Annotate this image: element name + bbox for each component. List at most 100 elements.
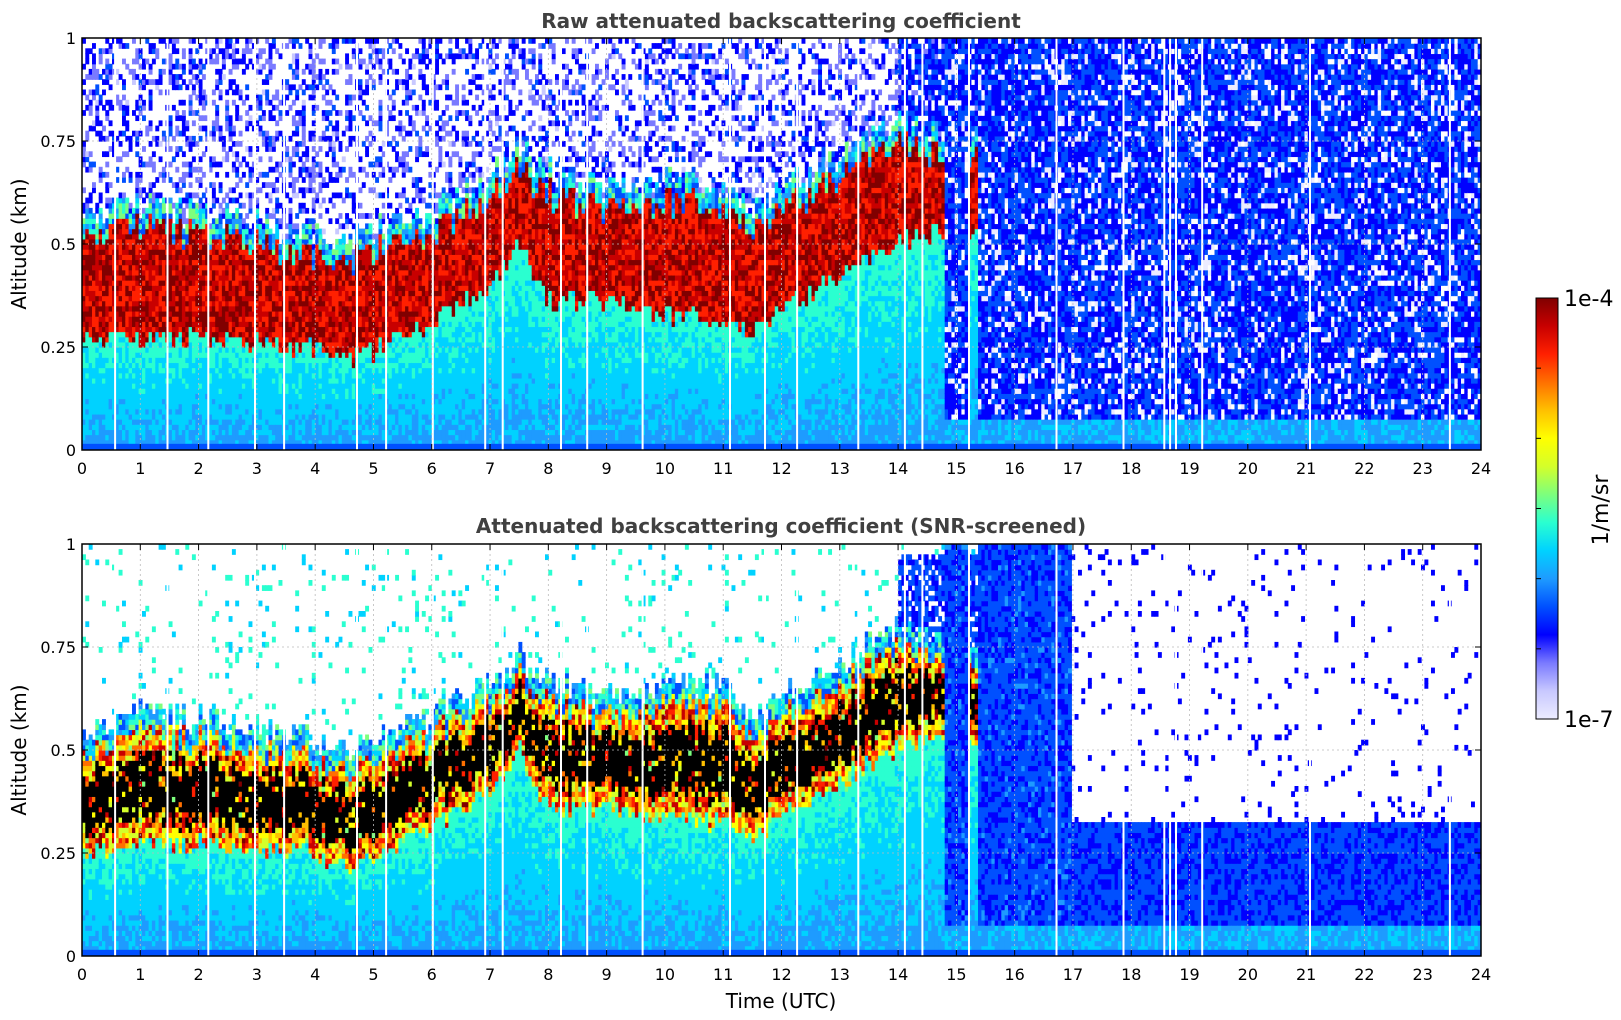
heatmap-cell <box>365 403 370 410</box>
heatmap-cell <box>188 269 193 276</box>
heatmap-cell <box>211 295 216 302</box>
heatmap-cell <box>248 233 253 240</box>
heatmap-cell <box>191 233 196 240</box>
heatmap-cell <box>251 223 256 230</box>
heatmap-cell <box>142 84 146 91</box>
heatmap-cell <box>201 259 206 266</box>
heatmap-cell <box>308 280 313 286</box>
heatmap-cell <box>318 290 323 297</box>
heatmap-cell <box>191 141 196 147</box>
heatmap-cell <box>191 377 196 384</box>
heatmap-cell <box>245 290 250 297</box>
heatmap-cell <box>328 429 333 436</box>
heatmap-cell <box>205 146 210 152</box>
heatmap-cell <box>125 238 130 245</box>
heatmap-cell <box>358 372 363 379</box>
heatmap-cell <box>245 110 250 116</box>
heatmap-cell <box>218 419 223 425</box>
heatmap-cell <box>178 115 183 122</box>
heatmap-cell <box>331 403 336 410</box>
heatmap-cell <box>365 326 370 333</box>
heatmap-cell <box>241 372 246 379</box>
heatmap-cell <box>301 166 306 173</box>
heatmap-cell <box>288 104 293 111</box>
heatmap-cell <box>311 84 316 91</box>
heatmap-cell <box>151 228 156 235</box>
heatmap-cell <box>315 280 320 286</box>
heatmap-cell <box>358 300 363 307</box>
heatmap-cell <box>245 213 250 219</box>
heatmap-cell <box>255 362 260 369</box>
heatmap-cell <box>235 429 240 436</box>
heatmap-cell <box>95 259 100 266</box>
heatmap-cell <box>311 161 316 168</box>
heatmap-cell <box>231 300 236 307</box>
heatmap-cell <box>298 166 303 173</box>
heatmap-cell <box>251 393 256 400</box>
heatmap-cell <box>321 290 326 297</box>
heatmap-cell <box>278 413 283 420</box>
heatmap-cell <box>308 331 313 338</box>
heatmap-cell <box>251 228 256 235</box>
heatmap-cell <box>185 434 190 441</box>
heatmap-cell <box>208 166 213 173</box>
heatmap-cell <box>98 429 103 436</box>
heatmap-cell <box>271 398 276 405</box>
heatmap-cell <box>351 336 356 343</box>
heatmap-cell <box>265 311 270 317</box>
heatmap-cell <box>295 341 300 348</box>
heatmap-cell <box>145 347 150 353</box>
heatmap-cell <box>88 429 93 436</box>
heatmap-cell <box>311 120 316 127</box>
heatmap-cell <box>321 177 326 183</box>
heatmap-cell <box>268 99 273 106</box>
heatmap-cell <box>105 439 110 446</box>
heatmap-cell <box>201 305 206 312</box>
heatmap-cell <box>98 300 103 307</box>
heatmap-cell <box>128 398 133 405</box>
heatmap-cell <box>181 218 186 225</box>
heatmap-cell <box>82 249 86 255</box>
heatmap-cell <box>315 305 320 312</box>
heatmap-cell <box>245 311 250 317</box>
heatmap-cell <box>288 367 293 374</box>
heatmap-cell <box>245 419 250 425</box>
heatmap-cell <box>108 372 113 379</box>
heatmap-cell <box>171 244 176 250</box>
heatmap-cell <box>295 357 300 364</box>
heatmap-cell <box>305 341 310 348</box>
heatmap-cell <box>211 264 216 271</box>
heatmap-cell <box>348 357 353 364</box>
heatmap-cell <box>305 424 310 431</box>
heatmap-cell <box>155 244 160 250</box>
heatmap-cell <box>195 419 200 425</box>
heatmap-cell <box>261 408 266 415</box>
heatmap-cell <box>305 362 310 369</box>
heatmap-cell <box>102 264 106 271</box>
heatmap-cell <box>168 413 173 420</box>
heatmap-cell <box>205 311 210 317</box>
heatmap-cell <box>88 316 93 322</box>
heatmap-cell <box>265 331 270 338</box>
heatmap-cell <box>328 362 333 369</box>
heatmap-cell <box>168 300 173 307</box>
heatmap-cell <box>185 367 190 374</box>
heatmap-cell <box>145 295 150 302</box>
heatmap-cell <box>248 104 253 111</box>
heatmap-cell <box>125 413 130 420</box>
heatmap-cell <box>308 347 313 353</box>
heatmap-cell <box>125 362 130 369</box>
heatmap-cell <box>305 249 310 255</box>
heatmap-cell <box>118 141 123 147</box>
heatmap-cell <box>118 74 123 80</box>
heatmap-cell <box>92 352 96 358</box>
heatmap-cell <box>198 357 203 364</box>
heatmap-cell <box>215 434 220 441</box>
heatmap-cell <box>158 439 163 446</box>
heatmap-cell <box>321 419 326 425</box>
heatmap-cell <box>181 367 186 374</box>
heatmap-cell <box>261 316 266 322</box>
heatmap-cell <box>125 336 130 343</box>
heatmap-cell <box>181 68 186 75</box>
heatmap-cell <box>108 280 113 286</box>
